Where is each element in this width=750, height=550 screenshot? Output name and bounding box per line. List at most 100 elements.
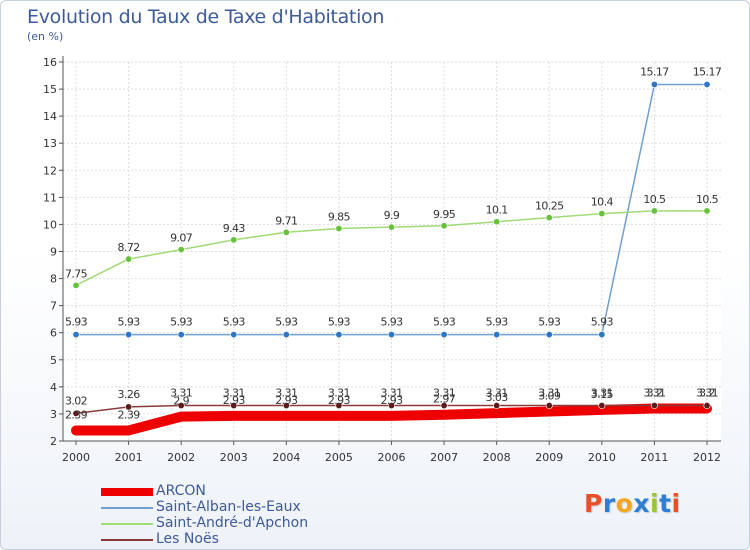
legend-item: Les Noës bbox=[101, 531, 361, 548]
data-label-2: 9.85 bbox=[328, 210, 351, 223]
y-tick-label: 12 bbox=[43, 164, 57, 177]
data-point-3 bbox=[440, 402, 448, 410]
data-label-2: 9.71 bbox=[275, 214, 297, 227]
data-point-2 bbox=[598, 210, 606, 218]
data-label-1: 15.17 bbox=[640, 65, 669, 78]
data-label-3: 3.31 bbox=[380, 387, 402, 400]
x-tick-label: 2000 bbox=[62, 451, 90, 464]
data-point-3 bbox=[598, 402, 606, 410]
y-tick-label: 7 bbox=[50, 300, 57, 313]
data-label-2: 10.1 bbox=[486, 204, 508, 217]
x-tick-label: 2002 bbox=[167, 451, 195, 464]
data-label-1: 5.93 bbox=[223, 316, 246, 329]
data-label-3: 3.31 bbox=[486, 387, 508, 400]
data-label-0: 3.09 bbox=[538, 389, 561, 402]
data-point-2 bbox=[387, 223, 395, 231]
data-point-1 bbox=[335, 331, 343, 339]
data-label-2: 9.07 bbox=[170, 232, 193, 245]
legend-item: ARCON bbox=[101, 483, 361, 500]
data-label-2: 9.43 bbox=[223, 222, 246, 235]
data-point-3 bbox=[282, 402, 290, 410]
data-point-1 bbox=[177, 331, 185, 339]
data-label-1: 5.93 bbox=[170, 316, 193, 329]
y-tick-label: 2 bbox=[50, 435, 57, 448]
data-label-0: 2.93 bbox=[328, 394, 351, 407]
data-label-0: 2.93 bbox=[223, 394, 246, 407]
data-label-2: 9.9 bbox=[384, 209, 400, 222]
data-label-0: 2.93 bbox=[380, 394, 403, 407]
data-point-1 bbox=[387, 331, 395, 339]
data-point-3 bbox=[125, 403, 133, 411]
data-label-2: 7.75 bbox=[65, 267, 88, 280]
data-point-1 bbox=[650, 80, 658, 88]
legend-swatch bbox=[101, 488, 153, 496]
y-tick-label: 14 bbox=[43, 110, 57, 123]
legend-label: ARCON bbox=[156, 483, 206, 499]
x-tick-label: 2003 bbox=[220, 451, 248, 464]
data-label-0: 3.15 bbox=[591, 388, 614, 401]
proxiti-logo: Proxiti bbox=[584, 489, 681, 518]
data-label-1: 5.93 bbox=[65, 316, 88, 329]
data-label-2: 10.5 bbox=[643, 193, 666, 206]
y-tick-label: 4 bbox=[50, 381, 57, 394]
x-tick-label: 2005 bbox=[325, 451, 353, 464]
data-point-1 bbox=[598, 331, 606, 339]
data-label-3: 3.31 bbox=[328, 387, 350, 400]
data-label-2: 10.4 bbox=[591, 196, 614, 209]
data-label-3: 3.31 bbox=[643, 387, 665, 400]
data-label-2: 10.5 bbox=[696, 193, 719, 206]
data-label-3: 3.31 bbox=[223, 387, 245, 400]
data-label-0: 2.39 bbox=[118, 408, 141, 421]
data-label-3: 3.31 bbox=[275, 387, 297, 400]
data-label-0: 3.03 bbox=[486, 391, 509, 404]
y-tick-label: 13 bbox=[43, 137, 57, 150]
data-label-0: 2.39 bbox=[65, 408, 88, 421]
data-point-2 bbox=[177, 246, 185, 254]
data-label-3: 3.02 bbox=[65, 394, 87, 407]
legend-label: Saint-André-d'Apchon bbox=[156, 515, 309, 531]
data-point-3 bbox=[493, 402, 501, 410]
data-point-3 bbox=[703, 402, 711, 410]
data-point-1 bbox=[230, 331, 238, 339]
data-point-2 bbox=[230, 236, 238, 244]
data-label-1: 15.17 bbox=[693, 65, 722, 78]
data-point-2 bbox=[335, 224, 343, 232]
data-point-1 bbox=[125, 331, 133, 339]
data-point-3 bbox=[545, 402, 553, 410]
data-label-1: 5.93 bbox=[380, 316, 403, 329]
y-tick-label: 8 bbox=[50, 273, 57, 286]
data-point-1 bbox=[72, 331, 80, 339]
data-label-0: 2.9 bbox=[173, 395, 189, 408]
x-tick-label: 2007 bbox=[430, 451, 458, 464]
data-label-0: 2.97 bbox=[433, 393, 456, 406]
data-point-1 bbox=[282, 331, 290, 339]
data-point-3 bbox=[335, 402, 343, 410]
x-tick-label: 2009 bbox=[535, 451, 563, 464]
data-point-2 bbox=[125, 255, 133, 263]
data-label-1: 5.93 bbox=[486, 316, 509, 329]
y-tick-label: 9 bbox=[50, 246, 57, 259]
legend-swatch bbox=[101, 523, 153, 525]
legend-label: Saint-Alban-les-Eaux bbox=[156, 499, 301, 515]
legend-swatch bbox=[101, 539, 153, 541]
y-tick-label: 16 bbox=[43, 56, 57, 69]
data-point-3 bbox=[230, 402, 238, 410]
data-label-1: 5.93 bbox=[591, 316, 614, 329]
data-point-3 bbox=[387, 402, 395, 410]
data-label-3: 3.31 bbox=[170, 387, 192, 400]
data-label-2: 8.72 bbox=[118, 241, 140, 254]
x-tick-label: 2010 bbox=[588, 451, 616, 464]
data-point-2 bbox=[650, 207, 658, 215]
y-tick-label: 6 bbox=[50, 327, 57, 340]
data-point-1 bbox=[493, 331, 501, 339]
data-point-2 bbox=[703, 207, 711, 215]
y-tick-label: 11 bbox=[43, 191, 57, 204]
x-tick-label: 2008 bbox=[483, 451, 511, 464]
unit-label: (en %) bbox=[27, 30, 64, 43]
data-point-3 bbox=[72, 409, 80, 417]
data-point-1 bbox=[440, 331, 448, 339]
data-label-3: 3.31 bbox=[696, 387, 718, 400]
data-label-3: 3.26 bbox=[118, 388, 141, 401]
data-point-2 bbox=[545, 214, 553, 222]
